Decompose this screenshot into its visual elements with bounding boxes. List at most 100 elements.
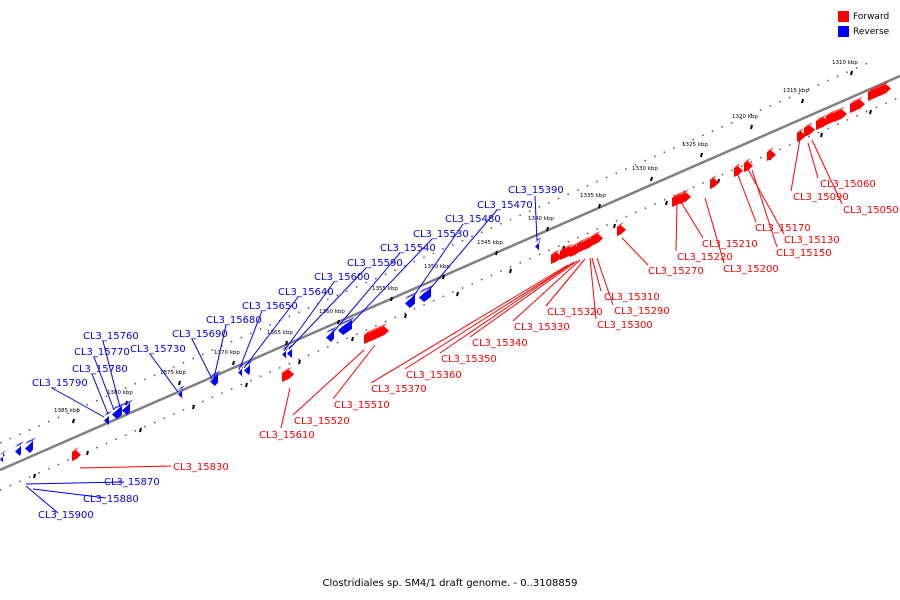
- gene-label: CL3_15770: [74, 347, 130, 358]
- leader-line: [79, 465, 172, 469]
- forward-gene: [680, 189, 691, 204]
- leader-line: [213, 324, 227, 379]
- scale-tick: [801, 98, 804, 104]
- gene-label: CL3_15220: [677, 252, 733, 263]
- scale-label: 1370 kbp: [214, 350, 240, 356]
- scale-label: 1355 kbp: [372, 286, 398, 292]
- leader-line: [404, 263, 572, 370]
- leader-line: [469, 260, 578, 338]
- gene-label: CL3_15640: [278, 287, 334, 298]
- scale-label: 1350 kbp: [424, 264, 450, 270]
- reverse-gene: [282, 345, 289, 359]
- scale-label: 1375 kbp: [160, 370, 186, 376]
- scale-label: 1380 kbp: [107, 390, 133, 396]
- forward-gene: [282, 366, 294, 382]
- leader-line: [790, 138, 801, 192]
- leader-line: [745, 165, 785, 235]
- track-tick: [245, 382, 248, 388]
- gene-label: CL3_15290: [614, 306, 670, 317]
- reverse-gene: [15, 441, 24, 456]
- gene-label: CL3_15170: [755, 223, 811, 234]
- leader-line: [91, 373, 109, 415]
- leader-line: [621, 237, 649, 266]
- scale-label: 1325 kbp: [682, 142, 708, 148]
- gene-label: CL3_15530: [413, 229, 469, 240]
- scale-tick: [850, 70, 853, 76]
- forward-gene: [804, 122, 815, 137]
- forward-gene: [850, 96, 865, 113]
- reverse-gene: [0, 450, 6, 464]
- forward-gene: [744, 158, 753, 172]
- leader-line: [332, 344, 376, 400]
- track-tick: [298, 359, 301, 365]
- gene-label: CL3_15690: [172, 329, 228, 340]
- scale-label: 1330 kbp: [632, 166, 658, 172]
- gene-label: CL3_15510: [334, 400, 390, 411]
- gene-label: CL3_15900: [38, 510, 94, 521]
- forward-gene: [816, 114, 829, 130]
- track-tick: [33, 473, 36, 479]
- legend-forward-label: Forward: [853, 11, 890, 22]
- leader-line: [512, 259, 581, 322]
- gene-label: CL3_15300: [597, 320, 653, 331]
- reverse-gene: [338, 316, 355, 335]
- scale-tick: [700, 152, 703, 158]
- caption: Clostridiales sp. SM4/1 draft genome. - …: [322, 578, 578, 589]
- leader-line: [344, 238, 433, 331]
- scale-label: 1345 kbp: [477, 240, 503, 246]
- gene-label: CL3_15330: [514, 322, 570, 333]
- leader-line: [102, 340, 121, 408]
- leader-line: [32, 488, 107, 499]
- gene-label: CL3_15200: [723, 264, 779, 275]
- leader-line: [704, 197, 725, 264]
- gene-label: CL3_15590: [347, 258, 403, 269]
- label-leaders: [25, 138, 843, 514]
- gene-label: CL3_15320: [547, 307, 603, 318]
- gene-label: CL3_15610: [259, 430, 315, 441]
- track-tick: [613, 223, 616, 229]
- gene-label: CL3_15790: [32, 378, 88, 389]
- reverse-gene: [326, 326, 337, 342]
- scale-tick: [285, 340, 288, 346]
- track-tick: [820, 132, 823, 138]
- leader-line: [423, 209, 498, 297]
- scale-label: 1315 kbp: [783, 88, 809, 94]
- gene-label: CL3_15370: [371, 384, 427, 395]
- track-tick: [139, 427, 142, 433]
- reverse-gene: [535, 237, 542, 251]
- leader-line: [283, 281, 335, 352]
- reverse-swatch: [838, 26, 849, 37]
- gene-label: CL3_15340: [472, 338, 528, 349]
- leader-line: [751, 169, 778, 248]
- gene-label: CL3_15540: [380, 243, 436, 254]
- scale-label: 1385 kbp: [54, 408, 80, 414]
- scale-label: 1360 kbp: [319, 309, 345, 315]
- gene-label: CL3_15730: [130, 344, 186, 355]
- reverse-gene: [244, 360, 253, 375]
- scale-tick: [337, 319, 340, 325]
- gene-label: CL3_15350: [441, 354, 497, 365]
- gene-label: CL3_15870: [104, 477, 160, 488]
- gene-label: CL3_15470: [477, 200, 533, 211]
- scale-tick: [390, 296, 393, 302]
- reverse-gene: [112, 402, 125, 419]
- forward-gene: [364, 323, 389, 344]
- scale-tick: [650, 176, 653, 182]
- leader-line: [25, 481, 125, 485]
- track-tick: [869, 109, 872, 115]
- scale-label: 1310 kbp: [832, 60, 858, 66]
- reverse-gene: [210, 370, 221, 386]
- track-tick: [456, 291, 459, 297]
- scale-tick: [232, 360, 235, 366]
- reverse-gene: [122, 399, 133, 415]
- scale-ticks: [33, 70, 872, 479]
- reverse-gene: [419, 284, 434, 302]
- forward-track: [0, 96, 900, 491]
- leader-line: [807, 142, 819, 179]
- gene-label: CL3_15480: [445, 214, 501, 225]
- leader-line: [280, 387, 291, 429]
- gene-label: CL3_15600: [314, 272, 370, 283]
- gene-label: CL3_15780: [72, 364, 128, 375]
